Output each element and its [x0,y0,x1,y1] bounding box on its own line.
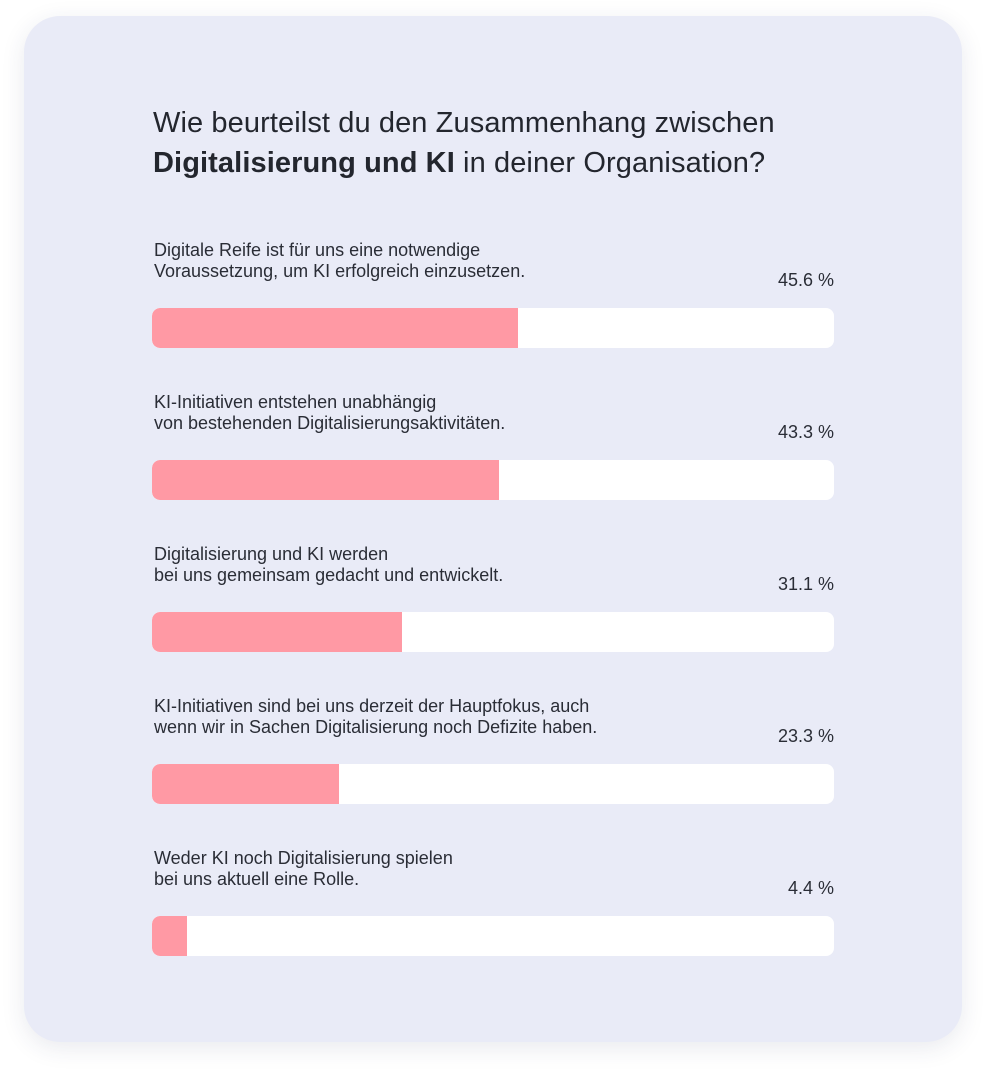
chart-card [24,16,962,1042]
bar-value-label: 23.3 % [777,726,834,746]
bar-value-label: 43.3 % [777,422,834,442]
title-rest: in deiner Organisation? [454,147,766,179]
bar-label: KI-Initiativen entstehen unabhängig von … [154,392,506,433]
bar-track [152,612,834,652]
bar-item: KI-Initiativen entstehen unabhängig von … [152,392,834,544]
bar-label: Digitalisierung und KI werden bei uns ge… [154,544,504,585]
title-line-1: Wie beurteilst du den Zusammenhang zwisc… [153,107,775,139]
bar-fill [152,764,339,804]
bar-value-label: 31.1 % [777,574,834,594]
bar-label: Digitale Reife ist für uns eine notwendi… [154,240,526,281]
bar-fill [152,612,402,652]
bar-track [152,308,834,348]
bar-item: Weder KI noch Digitalisierung spielen be… [152,848,834,1000]
bar-list: Digitale Reife ist für uns eine notwendi… [152,240,834,1000]
bar-fill [152,916,187,956]
bar-item: Digitale Reife ist für uns eine notwendi… [152,240,834,392]
title-bold: Digitalisierung und KI [153,147,455,179]
bar-value-label: 4.4 % [787,878,834,898]
bar-track [152,764,834,804]
bar-track [152,916,834,956]
bar-track [152,460,834,500]
bar-label: KI-Initiativen sind bei uns derzeit der … [154,696,598,737]
bar-label: Weder KI noch Digitalisierung spielen be… [154,848,453,889]
bar-item: KI-Initiativen sind bei uns derzeit der … [152,696,834,848]
bar-fill [152,308,518,348]
chart-title: Wie beurteilst du den Zusammenhang zwisc… [153,103,853,183]
bar-value-label: 45.6 % [777,270,834,290]
bar-item: Digitalisierung und KI werden bei uns ge… [152,544,834,696]
bar-fill [152,460,499,500]
